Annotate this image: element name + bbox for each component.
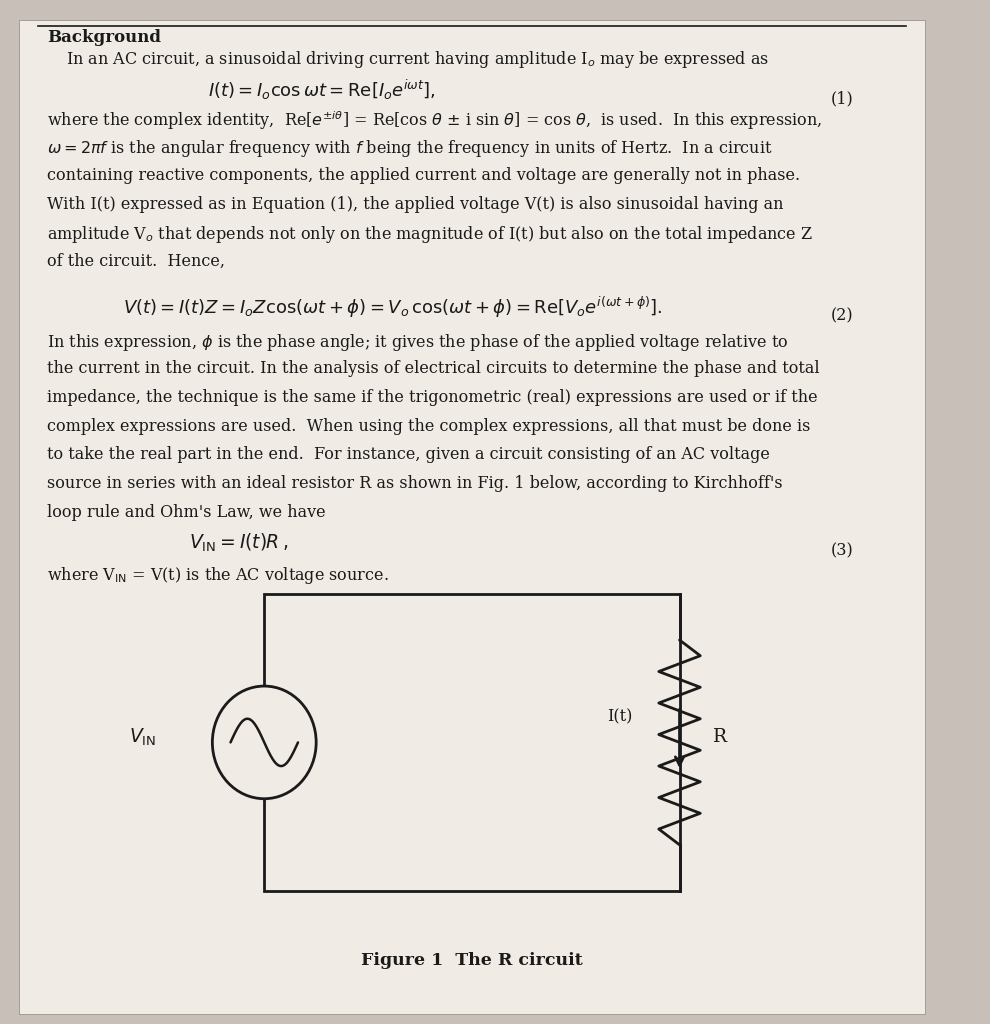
Text: $V(t) = I(t)Z = I_o Z \cos(\omega t + \phi) = V_o\,\cos(\omega t + \phi) = \math: $V(t) = I(t)Z = I_o Z \cos(\omega t + \p… [123, 295, 662, 321]
Text: Figure 1  The R circuit: Figure 1 The R circuit [361, 952, 583, 970]
Text: $V_{\mathrm{IN}}$: $V_{\mathrm{IN}}$ [129, 727, 155, 748]
Text: Background: Background [48, 29, 161, 46]
Text: source in series with an ideal resistor R as shown in Fig. 1 below, according to: source in series with an ideal resistor … [48, 475, 783, 493]
Text: $V_{\mathrm{IN}} = I(t)R\,,$: $V_{\mathrm{IN}} = I(t)R\,,$ [189, 531, 288, 554]
Text: R: R [713, 728, 727, 746]
Text: to take the real part in the end.  For instance, given a circuit consisting of a: to take the real part in the end. For in… [48, 446, 770, 464]
Text: (3): (3) [831, 543, 853, 560]
Text: where the complex identity,  Re[$e^{\pm i\theta}$] = Re[cos $\theta$ $\pm$ i sin: where the complex identity, Re[$e^{\pm i… [48, 110, 823, 132]
Text: (2): (2) [831, 307, 853, 325]
Text: In an AC circuit, a sinusoidal driving current having amplitude I$_o$ may be exp: In an AC circuit, a sinusoidal driving c… [66, 49, 769, 71]
Text: amplitude V$_o$ that depends not only on the magnitude of I(t) but also on the t: amplitude V$_o$ that depends not only on… [48, 224, 813, 246]
Text: complex expressions are used.  When using the complex expressions, all that must: complex expressions are used. When using… [48, 418, 811, 435]
Text: containing reactive components, the applied current and voltage are generally no: containing reactive components, the appl… [48, 167, 800, 184]
Text: $\omega = 2\pi f$ is the angular frequency with $f$ being the frequency in units: $\omega = 2\pi f$ is the angular frequen… [48, 138, 773, 160]
Bar [264, 594, 679, 891]
Text: the current in the circuit. In the analysis of electrical circuits to determine : the current in the circuit. In the analy… [48, 360, 820, 378]
Text: of the circuit.  Hence,: of the circuit. Hence, [48, 253, 225, 270]
Text: With I(t) expressed as in Equation (1), the applied voltage V(t) is also sinusoi: With I(t) expressed as in Equation (1), … [48, 196, 784, 213]
Text: impedance, the technique is the same if the trigonometric (real) expressions are: impedance, the technique is the same if … [48, 389, 818, 407]
Text: In this expression, $\phi$ is the phase angle; it gives the phase of the applied: In this expression, $\phi$ is the phase … [48, 332, 788, 353]
Circle shape [212, 686, 316, 799]
Text: where V$_{\mathrm{IN}}$ = V(t) is the AC voltage source.: where V$_{\mathrm{IN}}$ = V(t) is the AC… [48, 565, 389, 587]
Text: I(t): I(t) [607, 709, 633, 725]
Text: loop rule and Ohm's Law, we have: loop rule and Ohm's Law, we have [48, 504, 326, 521]
Text: (1): (1) [831, 90, 853, 108]
Text: $I(t) = I_o\cos\omega t = \mathrm{Re}[I_o e^{i\omega t}],$: $I(t) = I_o\cos\omega t = \mathrm{Re}[I_… [208, 78, 436, 102]
